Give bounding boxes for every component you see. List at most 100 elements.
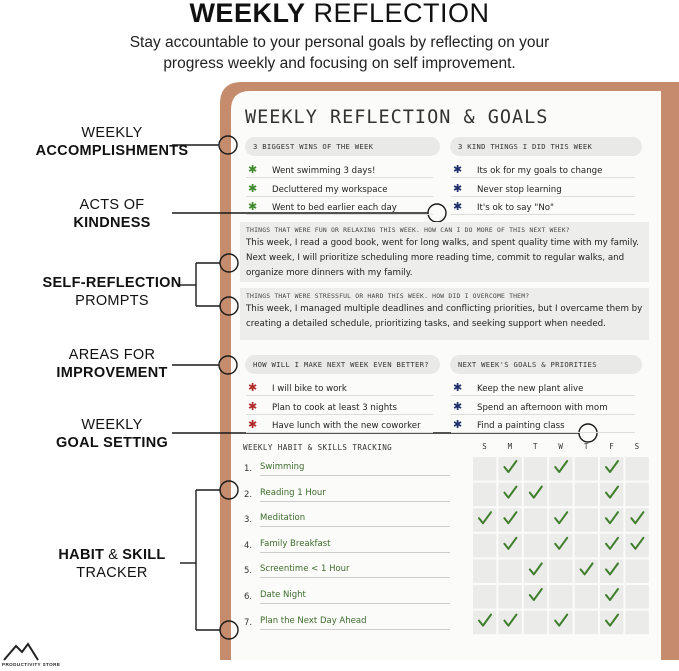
habit-name: Date Night: [260, 588, 450, 604]
habit-cell: [574, 585, 598, 609]
answer-text: This week, I managed multiple deadlines …: [246, 304, 643, 329]
habit-cell: [574, 610, 598, 635]
list-item: ✱ Find a painting class: [451, 416, 635, 433]
check-mark: [605, 588, 619, 601]
day-label: M: [507, 442, 513, 451]
check-mark: [605, 562, 619, 576]
check-mark: [630, 511, 645, 525]
list-item: ✱ It's ok to say "No": [451, 198, 635, 215]
callout-text: KINDNESS: [73, 215, 151, 231]
bullet: ✱: [453, 418, 463, 431]
habit-cell: [473, 457, 497, 481]
habit-cell: [574, 482, 598, 507]
page-title: WEEKLY REFLECTION: [0, 0, 679, 29]
callout-line: AREAS FOR: [12, 346, 212, 364]
habit-heading: WEEKLY HABIT & SKILLS TRACKING: [243, 443, 393, 452]
callout-label: ACTS OF KINDNESS: [12, 196, 212, 232]
check-mark: [554, 536, 569, 550]
item-text: Spend an afternoon with mom: [477, 402, 608, 413]
habit-cell: [574, 457, 598, 481]
callout-text: &: [108, 547, 119, 563]
habit-cell: [625, 457, 649, 481]
bullet: ✱: [453, 381, 463, 394]
callout-text: TRACKER: [76, 565, 148, 581]
callout-line: KINDNESS: [12, 214, 212, 232]
callout-line: IMPROVEMENT: [12, 364, 212, 382]
callout-line: ACTS OF: [12, 196, 212, 214]
bullet: ✱: [453, 200, 463, 213]
habit-name: Swimming: [260, 460, 450, 476]
callout-text: WEEKLY: [81, 417, 143, 433]
answer-text: This week, I read a good book, went for …: [246, 238, 639, 278]
check-mark: [554, 460, 569, 473]
callout-line: HABIT & SKILL: [12, 546, 212, 564]
habit-cell: [523, 533, 548, 558]
habit-name: Plan the Next Day Ahead: [260, 614, 450, 630]
title-light: REFLECTION: [313, 0, 490, 28]
item-text: Went swimming 3 days!: [272, 166, 376, 176]
habit-cell: [473, 585, 497, 609]
check-mark: [605, 536, 619, 550]
callout-label: AREAS FOR IMPROVEMENT: [12, 346, 212, 382]
habit-cell: [625, 482, 649, 507]
bullet: ✱: [248, 418, 258, 431]
callout-lines: [172, 135, 598, 640]
title-bold: WEEKLY: [189, 0, 306, 28]
habit-cell: [498, 559, 522, 583]
habit-cell: [549, 585, 573, 609]
bullet: ✱: [248, 181, 258, 195]
list-item: ✱ Plan to cook at least 3 nights: [246, 398, 433, 415]
habit-cell: [625, 610, 649, 635]
habit-number: 1.: [244, 464, 253, 474]
day-label: S: [482, 442, 487, 451]
habit-cell: [523, 610, 548, 635]
bullet: ✱: [248, 399, 258, 413]
list-item: ✱ Have lunch with the new coworker: [246, 416, 433, 433]
check-mark: [605, 485, 619, 499]
check-mark: [605, 460, 619, 473]
list-item: ✱ Spend an afternoon with mom: [451, 398, 635, 415]
check-mark: [554, 613, 569, 627]
item-text: Never stop learning: [477, 184, 562, 195]
check-mark: [478, 511, 492, 525]
check-mark: [554, 511, 569, 525]
section-heading: 3 BIGGEST WINS OF THE WEEK: [245, 137, 440, 156]
day-label: T: [583, 442, 589, 451]
prompt-box: THINGS THAT WERE STRESSFUL OR HARD THIS …: [240, 288, 649, 340]
callout-text: GOAL SETTING: [55, 435, 169, 451]
bullet: ✱: [453, 399, 463, 413]
item-text: Have lunch with the new coworker: [272, 421, 421, 431]
habit-number: 7.: [244, 617, 253, 628]
callout-label: WEEKLY GOAL SETTING: [12, 416, 212, 452]
callout-line: WEEKLY: [12, 124, 212, 142]
bullet: ✱: [248, 381, 258, 394]
check-mark: [605, 511, 619, 525]
callout-text: ACCOMPLISHMENTS: [35, 143, 189, 159]
habit-cell: [523, 508, 548, 532]
check-mark: [579, 562, 594, 576]
habit-name: Meditation: [260, 511, 450, 528]
habit-cell: [523, 457, 548, 481]
item-text: I will bike to work: [272, 384, 347, 394]
check-mark: [478, 613, 492, 627]
prompt-box: THINGS THAT WERE FUN OR RELAXING THIS WE…: [240, 222, 649, 282]
habit-name: Reading 1 Hour: [260, 486, 450, 502]
check-mark: [605, 613, 619, 627]
callout-text: IMPROVEMENT: [56, 365, 168, 381]
callout-label: WEEKLY ACCOMPLISHMENTS: [12, 124, 212, 160]
check-mark: [503, 613, 518, 627]
day-label: F: [609, 442, 614, 451]
habit-number: 2.: [244, 489, 253, 500]
habit-cell: [473, 533, 497, 558]
habit-cell: [549, 482, 573, 507]
callout-line: PROMPTS: [12, 292, 212, 310]
callout-label: HABIT & SKILL TRACKER: [12, 546, 212, 582]
list-item: ✱ Keep the new plant alive: [451, 379, 635, 396]
habit-name: Screentime < 1 Hour: [260, 562, 450, 579]
callout-line: ACCOMPLISHMENTS: [12, 142, 212, 160]
bullet: ✱: [248, 200, 258, 213]
list-item: ✱ Never stop learning: [451, 180, 635, 197]
check-mark: [630, 536, 645, 550]
notebook-title: WEEKLY REFLECTION & GOALS: [245, 107, 549, 128]
check-mark: [503, 536, 518, 550]
